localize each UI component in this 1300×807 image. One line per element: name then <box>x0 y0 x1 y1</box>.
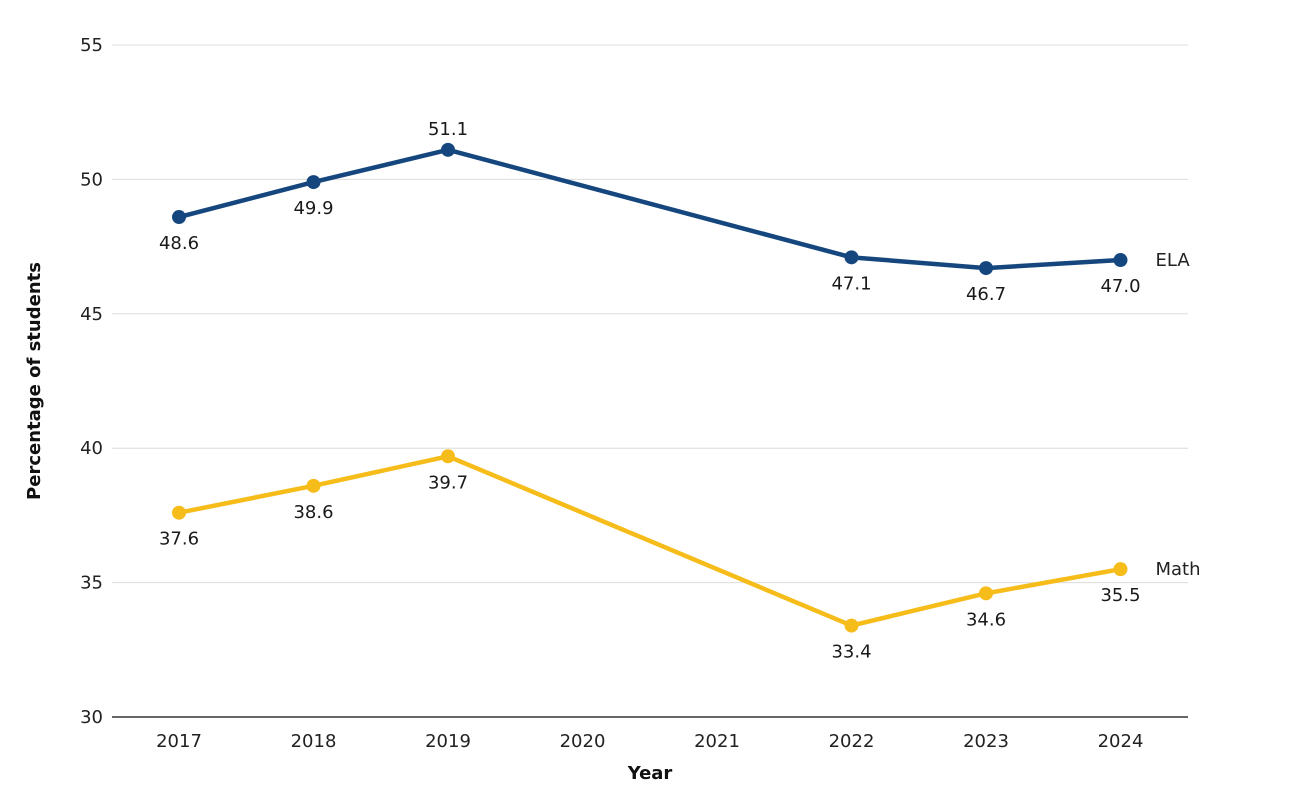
x-tick-label: 2022 <box>829 731 875 752</box>
data-label-ela-2019: 51.1 <box>428 119 468 140</box>
x-tick-label: 2023 <box>963 731 1009 752</box>
data-label-math-2024: 35.5 <box>1100 585 1140 606</box>
data-label-ela-2017: 48.6 <box>159 233 199 254</box>
series-label-ela: ELA <box>1156 250 1191 271</box>
y-tick-label: 55 <box>80 35 103 56</box>
data-label-ela-2022: 47.1 <box>831 273 871 294</box>
series-line-math <box>176 454 1123 628</box>
data-label-ela-2023: 46.7 <box>966 284 1006 305</box>
y-tick-label: 50 <box>80 169 103 190</box>
data-point-ela-2017 <box>172 210 186 225</box>
data-labels: 48.6 49.9 51.1 47.1 46.7 47.0 ELA 37.6 38.6 39.7 3… <box>159 119 1201 663</box>
data-point-ela-2022 <box>844 250 859 265</box>
y-tick-label: 40 <box>80 438 103 459</box>
x-axis-title: Year <box>627 763 673 784</box>
x-tick-label: 2024 <box>1098 731 1144 752</box>
data-point-ela-2018 <box>306 175 321 190</box>
data-point-math-2022 <box>844 618 859 633</box>
series-label-math: Math <box>1156 559 1201 580</box>
data-point-math-2024 <box>1113 562 1128 577</box>
y-tick-label: 45 <box>80 304 103 325</box>
data-label-ela-2024: 47.0 <box>1100 276 1140 297</box>
x-tick-label: 2017 <box>156 731 202 752</box>
series-line-ela <box>176 147 1123 271</box>
x-tick-label: 2020 <box>560 731 606 752</box>
gridlines <box>112 44 1188 584</box>
y-tick-label: 30 <box>80 707 103 728</box>
x-tick-label: 2018 <box>291 731 337 752</box>
data-point-ela-2023 <box>979 261 993 276</box>
data-point-math-2017 <box>172 505 186 520</box>
y-tick-label: 35 <box>80 573 103 594</box>
x-tick-label: 2019 <box>425 731 471 752</box>
data-point-math-2018 <box>306 478 321 493</box>
data-point-ela-2024 <box>1113 253 1128 268</box>
data-label-math-2017: 37.6 <box>159 529 199 550</box>
y-axis-title: Percentage of students <box>24 262 45 500</box>
data-label-math-2019: 39.7 <box>428 472 468 493</box>
series-lines <box>172 142 1128 633</box>
data-point-ela-2019 <box>441 142 455 157</box>
data-label-math-2023: 34.6 <box>966 609 1006 630</box>
data-label-ela-2018: 49.9 <box>293 198 333 219</box>
data-point-math-2019 <box>441 449 455 464</box>
data-label-math-2018: 38.6 <box>293 502 333 523</box>
x-tick-label: 2021 <box>694 731 740 752</box>
data-label-math-2022: 33.4 <box>831 642 871 663</box>
axes: 30 35 40 45 50 55 2017 2018 2019 2020 2021 2022 2023… <box>80 35 1188 752</box>
data-point-math-2023 <box>979 586 993 601</box>
